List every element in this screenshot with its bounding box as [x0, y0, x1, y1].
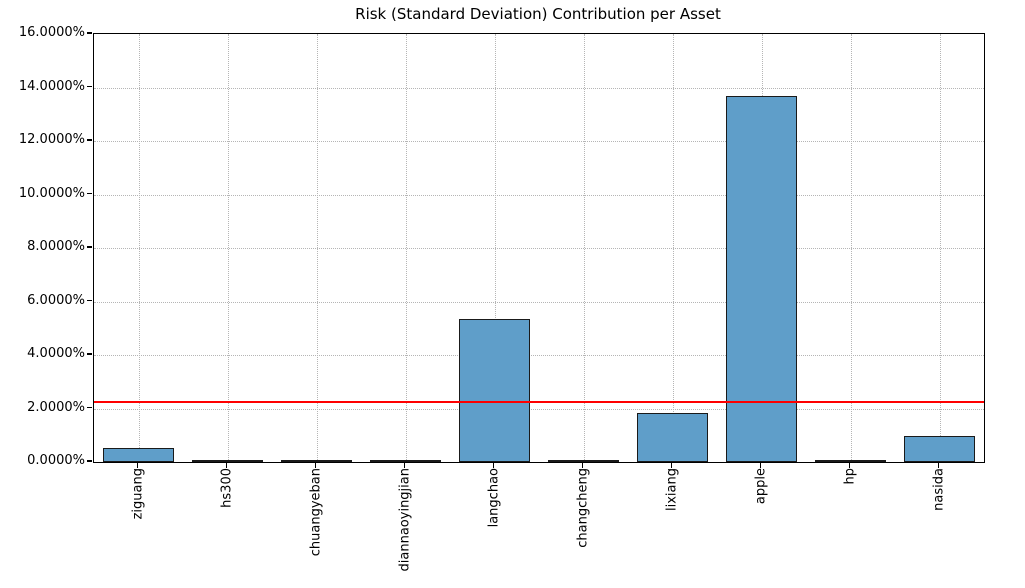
xtick-label-nasida: nasida: [931, 468, 946, 511]
y-tick-mark: [87, 192, 92, 195]
gridline-vertical: [227, 34, 229, 462]
gridline-horizontal: [94, 248, 984, 249]
y-tick-mark: [87, 85, 92, 88]
reference-line: [94, 400, 984, 403]
bar-nasida: [904, 436, 975, 462]
ytick-label: 16.0000%: [18, 25, 85, 40]
xtick-label-chuangyeban: chuangyeban: [308, 468, 323, 557]
xtick-label-diannaoyingjian: diannaoyingjian: [397, 468, 412, 572]
gridline-horizontal: [94, 87, 984, 89]
ytick-label: 14.0000%: [18, 78, 85, 94]
x-tick-mark: [314, 462, 317, 468]
bar-diannaoyingjian: [370, 460, 441, 462]
gridline-vertical: [405, 34, 407, 462]
bar-changcheng: [548, 460, 619, 462]
bar-apple: [726, 96, 797, 462]
bar-lixiang: [637, 413, 708, 462]
ytick-label: 6.0000%: [27, 292, 85, 308]
bar-hs300: [192, 460, 263, 462]
x-tick-mark: [581, 462, 584, 468]
xtick-label-hp: hp: [842, 468, 857, 485]
bar-chuangyeban: [281, 460, 352, 462]
y-tick-mark: [87, 299, 92, 302]
bar-ziguang: [103, 448, 174, 462]
gridline-horizontal: [94, 141, 984, 142]
y-tick-mark: [87, 139, 92, 141]
y-tick-mark: [87, 406, 92, 409]
gridline-vertical: [138, 34, 140, 462]
gridline-vertical: [494, 34, 496, 462]
gridline-vertical: [939, 34, 941, 462]
gridline-vertical: [316, 34, 318, 462]
y-tick-mark: [87, 32, 92, 34]
x-tick-mark: [937, 462, 940, 468]
xtick-label-apple: apple: [753, 468, 768, 505]
x-tick-mark: [759, 462, 762, 468]
gridline-vertical: [850, 34, 852, 462]
gridline-horizontal: [94, 408, 984, 410]
x-tick-mark: [492, 462, 495, 468]
x-tick-mark: [225, 462, 228, 468]
ytick-label: 8.0000%: [27, 239, 85, 254]
gridline-vertical: [583, 34, 585, 462]
xtick-label-changcheng: changcheng: [575, 468, 590, 548]
ytick-label: 12.0000%: [18, 132, 85, 147]
x-tick-mark: [136, 462, 139, 468]
bar-langchao: [459, 318, 530, 462]
chart-title: Risk (Standard Deviation) Contribution p…: [355, 5, 721, 23]
gridline-horizontal: [94, 194, 984, 196]
x-tick-mark: [848, 462, 851, 468]
xtick-label-langchao: langchao: [486, 468, 501, 528]
ytick-label: 10.0000%: [18, 185, 85, 201]
gridline-horizontal: [94, 301, 984, 303]
xtick-label-hs300: hs300: [219, 468, 234, 508]
y-tick-mark: [87, 353, 92, 355]
bar-hp: [815, 460, 886, 462]
y-tick-mark: [87, 246, 92, 248]
xtick-label-ziguang: ziguang: [130, 468, 145, 520]
gridline-vertical: [672, 34, 674, 462]
xtick-label-lixiang: lixiang: [664, 468, 679, 511]
x-tick-mark: [670, 462, 673, 468]
y-tick-mark: [87, 460, 92, 462]
gridline-horizontal: [94, 355, 984, 356]
plot-area: [93, 33, 985, 463]
ytick-label: 2.0000%: [27, 399, 85, 415]
ytick-label: 4.0000%: [27, 346, 85, 361]
x-tick-mark: [403, 462, 406, 468]
ytick-label: 0.0000%: [27, 453, 85, 468]
